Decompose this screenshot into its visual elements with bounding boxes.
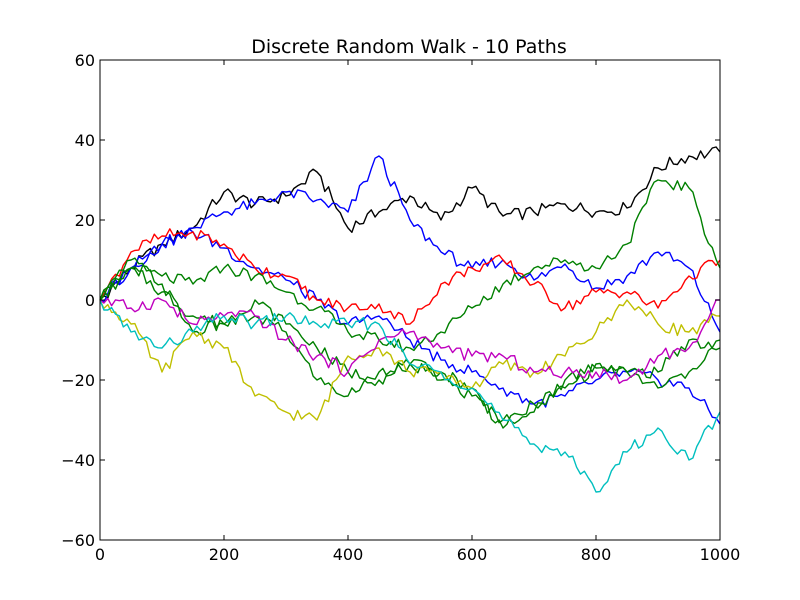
x-tick-label: 600 [457,545,488,564]
series-line-4 [99,228,721,325]
x-tick-label: 1000 [700,545,741,564]
x-tick-label: 200 [209,545,240,564]
series-line-9 [99,297,720,384]
series-layer [99,146,721,493]
y-tick-label: −20 [61,371,95,390]
y-tick-label: 60 [75,51,95,70]
y-tick-label: −60 [61,531,95,550]
ticks-layer [99,59,721,541]
x-tick-label: 0 [95,545,105,564]
series-line-1 [99,146,721,301]
series-line-3 [99,228,721,425]
y-tick-label: 20 [75,211,95,230]
series-line-5 [99,179,721,353]
y-tick-label: 40 [75,131,95,150]
series-line-2 [99,155,721,333]
x-tick-label: 400 [333,545,364,564]
tick-labels-layer: 0 200 400 600 800 1000 −60 −40 −20 0 20 40 60 [61,51,740,564]
series-line-8 [99,299,721,421]
series-line-10 [99,299,721,493]
y-tick-label: −40 [61,451,95,470]
y-tick-label: 0 [85,291,95,310]
x-tick-label: 800 [581,545,612,564]
chart-title: Discrete Random Walk - 10 Paths [251,36,567,58]
